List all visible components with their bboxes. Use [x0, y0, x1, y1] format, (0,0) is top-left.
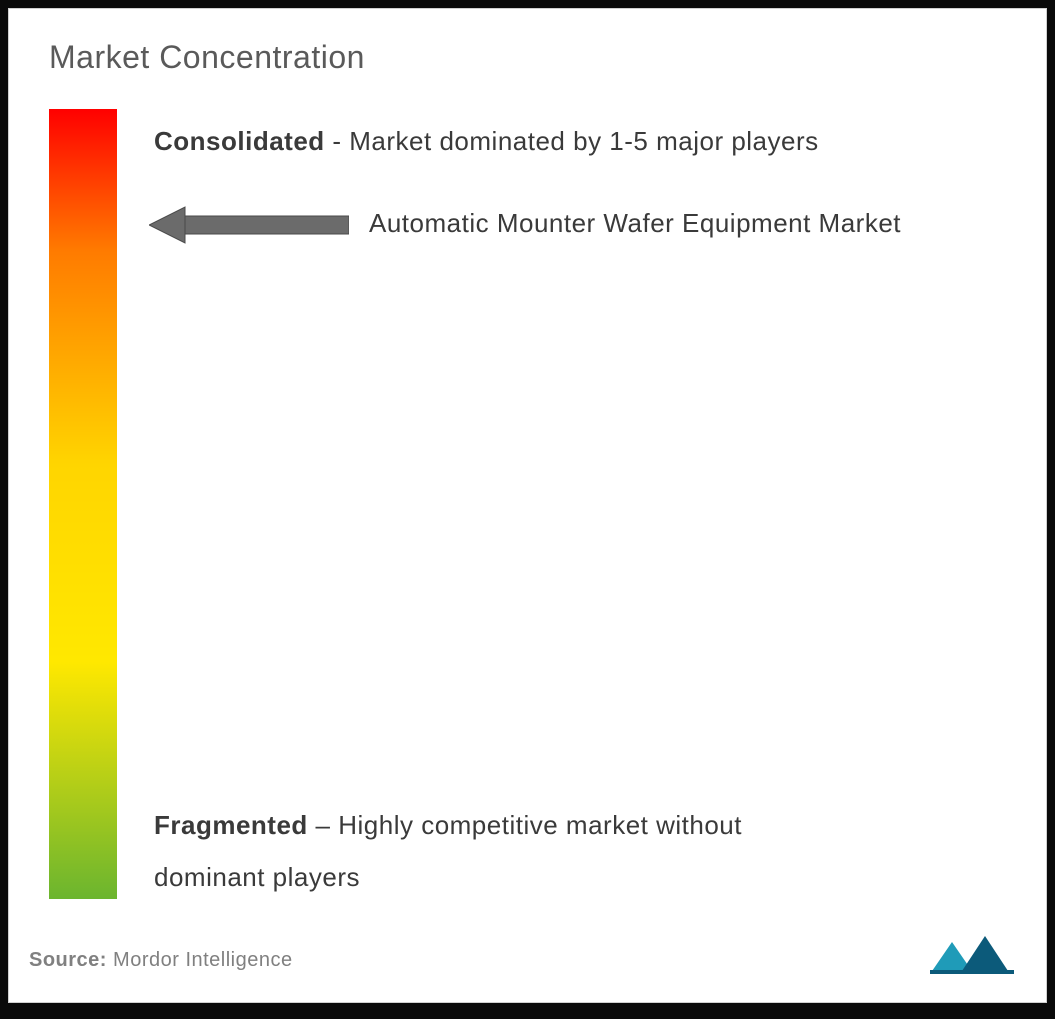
- consolidated-bold: Consolidated: [154, 126, 325, 156]
- source-name: Mordor Intelligence: [113, 949, 293, 971]
- consolidated-label: Consolidated - Market dominated by 1-5 m…: [154, 121, 819, 163]
- consolidated-desc: - Market dominated by 1-5 major players: [325, 126, 819, 156]
- chart-title: Market Concentration: [49, 39, 365, 76]
- concentration-gradient-bar: [49, 109, 117, 899]
- fragmented-label: Fragmented – Highly competitive market w…: [154, 799, 854, 903]
- fragmented-bold: Fragmented: [154, 810, 308, 840]
- source-attribution: Source: Mordor Intelligence: [29, 949, 293, 972]
- market-name-label: Automatic Mounter Wafer Equipment Market: [369, 204, 901, 243]
- mordor-logo-icon: [930, 934, 1018, 974]
- pointer-arrow-icon: [149, 204, 349, 246]
- chart-container: Market Concentration Consolidated - Mark…: [8, 8, 1047, 1003]
- source-bold: Source:: [29, 949, 113, 971]
